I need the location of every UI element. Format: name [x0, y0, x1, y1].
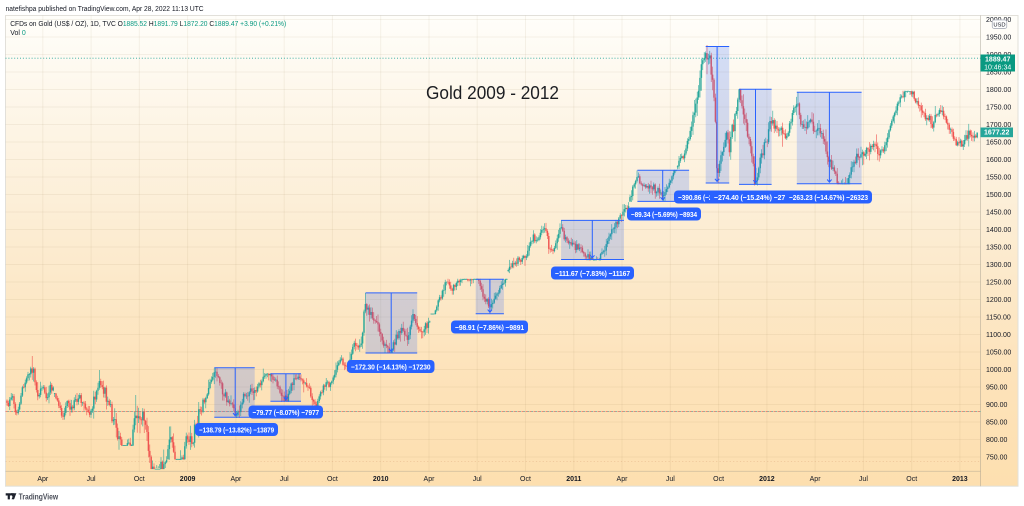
svg-text:−138.79 (−13.82%) −13879: −138.79 (−13.82%) −13879: [199, 425, 274, 434]
svg-text:Oct: Oct: [134, 476, 145, 483]
svg-text:−274.40 (−15.24%) −27440: −274.40 (−15.24%) −27440: [714, 193, 797, 202]
svg-text:1200.00: 1200.00: [986, 297, 1011, 304]
svg-text:natefishpa published on Tradin: natefishpa published on TradingView.com,…: [6, 6, 204, 13]
svg-text:−111.67 (−7.83%) −11167: −111.67 (−7.83%) −11167: [555, 269, 630, 278]
svg-text:Apr: Apr: [424, 476, 436, 483]
svg-text:1750.00: 1750.00: [986, 104, 1011, 111]
svg-text:2009: 2009: [180, 476, 196, 483]
svg-text:−79.77 (−8.07%) −7977: −79.77 (−8.07%) −7977: [253, 408, 320, 417]
svg-text:1450.00: 1450.00: [986, 209, 1011, 216]
svg-text:1250.00: 1250.00: [986, 279, 1011, 286]
svg-text:1677.22: 1677.22: [984, 130, 1009, 137]
svg-text:Jul: Jul: [87, 476, 96, 483]
svg-text:10:46:34: 10:46:34: [984, 64, 1011, 71]
svg-text:Oct: Oct: [327, 476, 338, 483]
svg-text:Jul: Jul: [473, 476, 482, 483]
svg-text:−263.23 (−14.67%) −26323: −263.23 (−14.67%) −26323: [789, 193, 868, 202]
svg-text:Apr: Apr: [230, 476, 242, 483]
svg-text:Oct: Oct: [906, 476, 917, 483]
svg-text:−98.91 (−7.86%) −9891: −98.91 (−7.86%) −9891: [455, 323, 524, 332]
svg-text:1550.00: 1550.00: [986, 174, 1011, 181]
svg-text:USD: USD: [993, 23, 1005, 29]
svg-text:−172.30 (−14.13%) −17230: −172.30 (−14.13%) −17230: [351, 362, 431, 371]
svg-text:1350.00: 1350.00: [986, 244, 1011, 251]
svg-text:1650.00: 1650.00: [986, 139, 1011, 146]
svg-text:1700.00: 1700.00: [986, 122, 1011, 129]
svg-text:Apr: Apr: [37, 476, 49, 483]
svg-text:2012: 2012: [759, 476, 775, 483]
svg-text:1889.47: 1889.47: [985, 56, 1010, 63]
svg-text:800.00: 800.00: [986, 437, 1008, 444]
svg-text:2010: 2010: [373, 476, 389, 483]
svg-text:900.00: 900.00: [986, 402, 1008, 409]
svg-text:1950.00: 1950.00: [986, 34, 1011, 41]
svg-text:1100.00: 1100.00: [986, 332, 1011, 339]
svg-text:−89.34 (−5.69%) −8934: −89.34 (−5.69%) −8934: [631, 210, 698, 219]
svg-text:2011: 2011: [566, 476, 581, 483]
svg-text:Vol 0: Vol 0: [10, 30, 26, 37]
svg-text:TradingView: TradingView: [19, 492, 59, 501]
svg-text:Oct: Oct: [713, 476, 724, 483]
svg-text:950.00: 950.00: [986, 384, 1008, 391]
svg-text:CFDs on Gold (US$ / OZ), 1D, T: CFDs on Gold (US$ / OZ), 1D, TVC O1885.5…: [10, 21, 286, 28]
svg-text:1400.00: 1400.00: [986, 227, 1011, 234]
svg-text:Oct: Oct: [520, 476, 531, 483]
svg-text:1150.00: 1150.00: [986, 314, 1011, 321]
svg-text:Apr: Apr: [810, 476, 822, 483]
svg-text:Apr: Apr: [617, 476, 629, 483]
svg-text:1500.00: 1500.00: [986, 192, 1011, 199]
svg-text:Jul: Jul: [859, 476, 868, 483]
svg-text:1850.00: 1850.00: [986, 69, 1011, 76]
svg-text:1300.00: 1300.00: [986, 262, 1011, 269]
svg-text:750.00: 750.00: [986, 454, 1008, 461]
svg-text:2013: 2013: [952, 476, 968, 483]
svg-text:Jul: Jul: [666, 476, 675, 483]
svg-text:1800.00: 1800.00: [986, 87, 1011, 94]
svg-text:1600.00: 1600.00: [986, 157, 1011, 164]
svg-text:Jul: Jul: [280, 476, 289, 483]
svg-text:850.00: 850.00: [986, 419, 1008, 426]
svg-text:1000.00: 1000.00: [986, 367, 1011, 374]
svg-text:Gold 2009 - 2012: Gold 2009 - 2012: [426, 82, 559, 103]
svg-text:1050.00: 1050.00: [986, 349, 1011, 356]
